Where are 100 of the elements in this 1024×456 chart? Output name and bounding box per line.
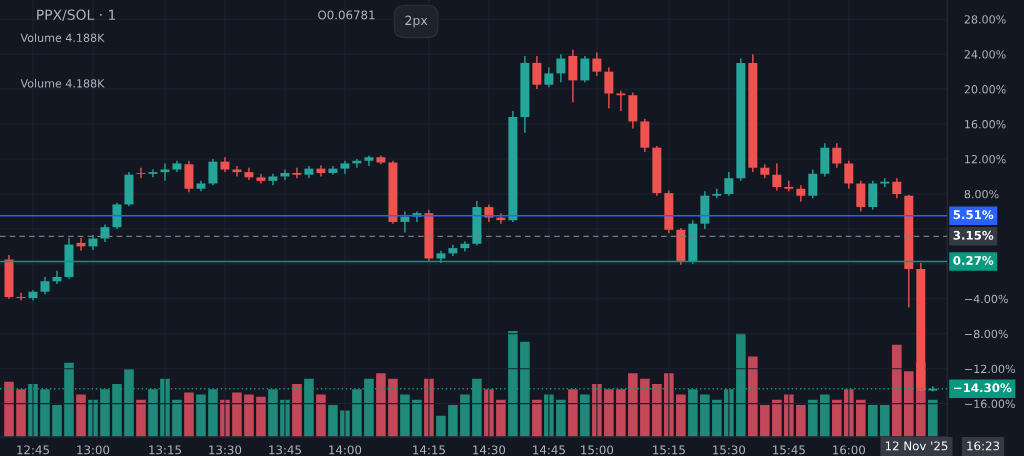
y-tick-label: −16.00% [965,399,1015,409]
bar [748,356,758,437]
candlestick [616,90,626,112]
candlestick [532,55,542,90]
bar [460,394,470,437]
ref-line-label: 3.15% [953,230,994,240]
bar [532,399,542,437]
bar [928,399,938,437]
candlestick [844,160,854,190]
candlestick [580,55,590,83]
bar [652,383,662,437]
bar [676,394,686,437]
x-tick-label: 13:15 [149,445,181,455]
bar [76,394,86,437]
x-tick-label: 15:45 [773,445,805,455]
bar [844,389,854,437]
ref-line-label: 0.27% [953,255,994,265]
bar [448,405,458,437]
candlestick [544,66,554,89]
bar [628,373,638,437]
y-tick-label: −12.00% [965,364,1015,374]
x-tick-label: 13:45 [269,445,301,455]
bar [244,394,254,437]
candlestick [160,162,170,182]
candlestick [292,167,302,179]
y-tick-label: 20.00% [964,85,1006,94]
bar [352,389,362,437]
candlestick [856,180,866,213]
x-tick-label: 13:00 [77,445,110,455]
annotation: PPX/SOL · 1 [37,9,116,22]
bar [640,378,650,437]
candlestick [556,53,566,83]
candlestick [16,291,26,302]
bar [496,399,506,437]
x-tick-label: 16:00 [833,445,866,455]
bar [364,378,374,437]
x-tick-label: 14:00 [329,445,362,455]
bar [436,415,446,437]
bar [712,399,722,437]
x-tick-label: 15:15 [653,445,685,455]
bar [40,389,50,437]
y-tick-label: −8.00% [965,329,1008,339]
annotation: 2px [405,15,428,28]
bar [388,378,398,437]
bar [736,333,746,437]
bar [184,392,194,437]
bar [904,371,914,437]
candlestick [112,202,122,230]
bar [112,383,122,437]
annotation: Volume 4.188K [20,78,105,88]
bar [508,331,518,437]
y-tick-label: 28.00% [964,15,1006,24]
candlestick [784,180,794,193]
bar [892,344,902,437]
candlestick [592,51,602,77]
bar [472,378,482,437]
bar [268,389,278,437]
bar [616,389,626,437]
bar [520,341,530,437]
annotation: O0.06781 [318,10,375,20]
bar [316,394,326,437]
candlestick [400,210,410,234]
bar [868,405,878,437]
ref-line-label: −14.30% [954,383,1012,393]
candlestick [712,188,722,200]
bar [604,389,614,437]
bar [880,405,890,437]
candlestick [832,142,842,169]
candlestick [460,240,470,253]
bar [688,389,698,437]
bar [148,389,158,437]
candlestick [208,158,218,186]
text: 12 Nov '25 [885,441,948,451]
bar [580,394,590,437]
candlestick [772,162,782,192]
bar [124,369,134,437]
bar [64,362,74,437]
candlestick [604,66,614,110]
bar [100,389,110,437]
bar [52,405,62,437]
bar [796,405,806,437]
ref-line-label: 5.51% [953,210,994,220]
bar [700,394,710,437]
bar [724,389,734,437]
candlestick [232,165,242,178]
bar [256,396,266,437]
bar [16,389,26,437]
bar [856,399,866,437]
bar [328,405,338,437]
bar [4,381,14,437]
bar [808,399,818,437]
x-tick-label: 12:45 [17,445,49,455]
bar [760,405,770,437]
y-tick-label: 16.00% [965,120,1006,129]
bar [292,383,302,437]
y-tick-label: 8.00% [964,189,999,199]
bar [556,399,566,437]
bar [136,399,146,437]
bar [304,378,314,437]
x-tick-label: 13:30 [209,445,242,455]
